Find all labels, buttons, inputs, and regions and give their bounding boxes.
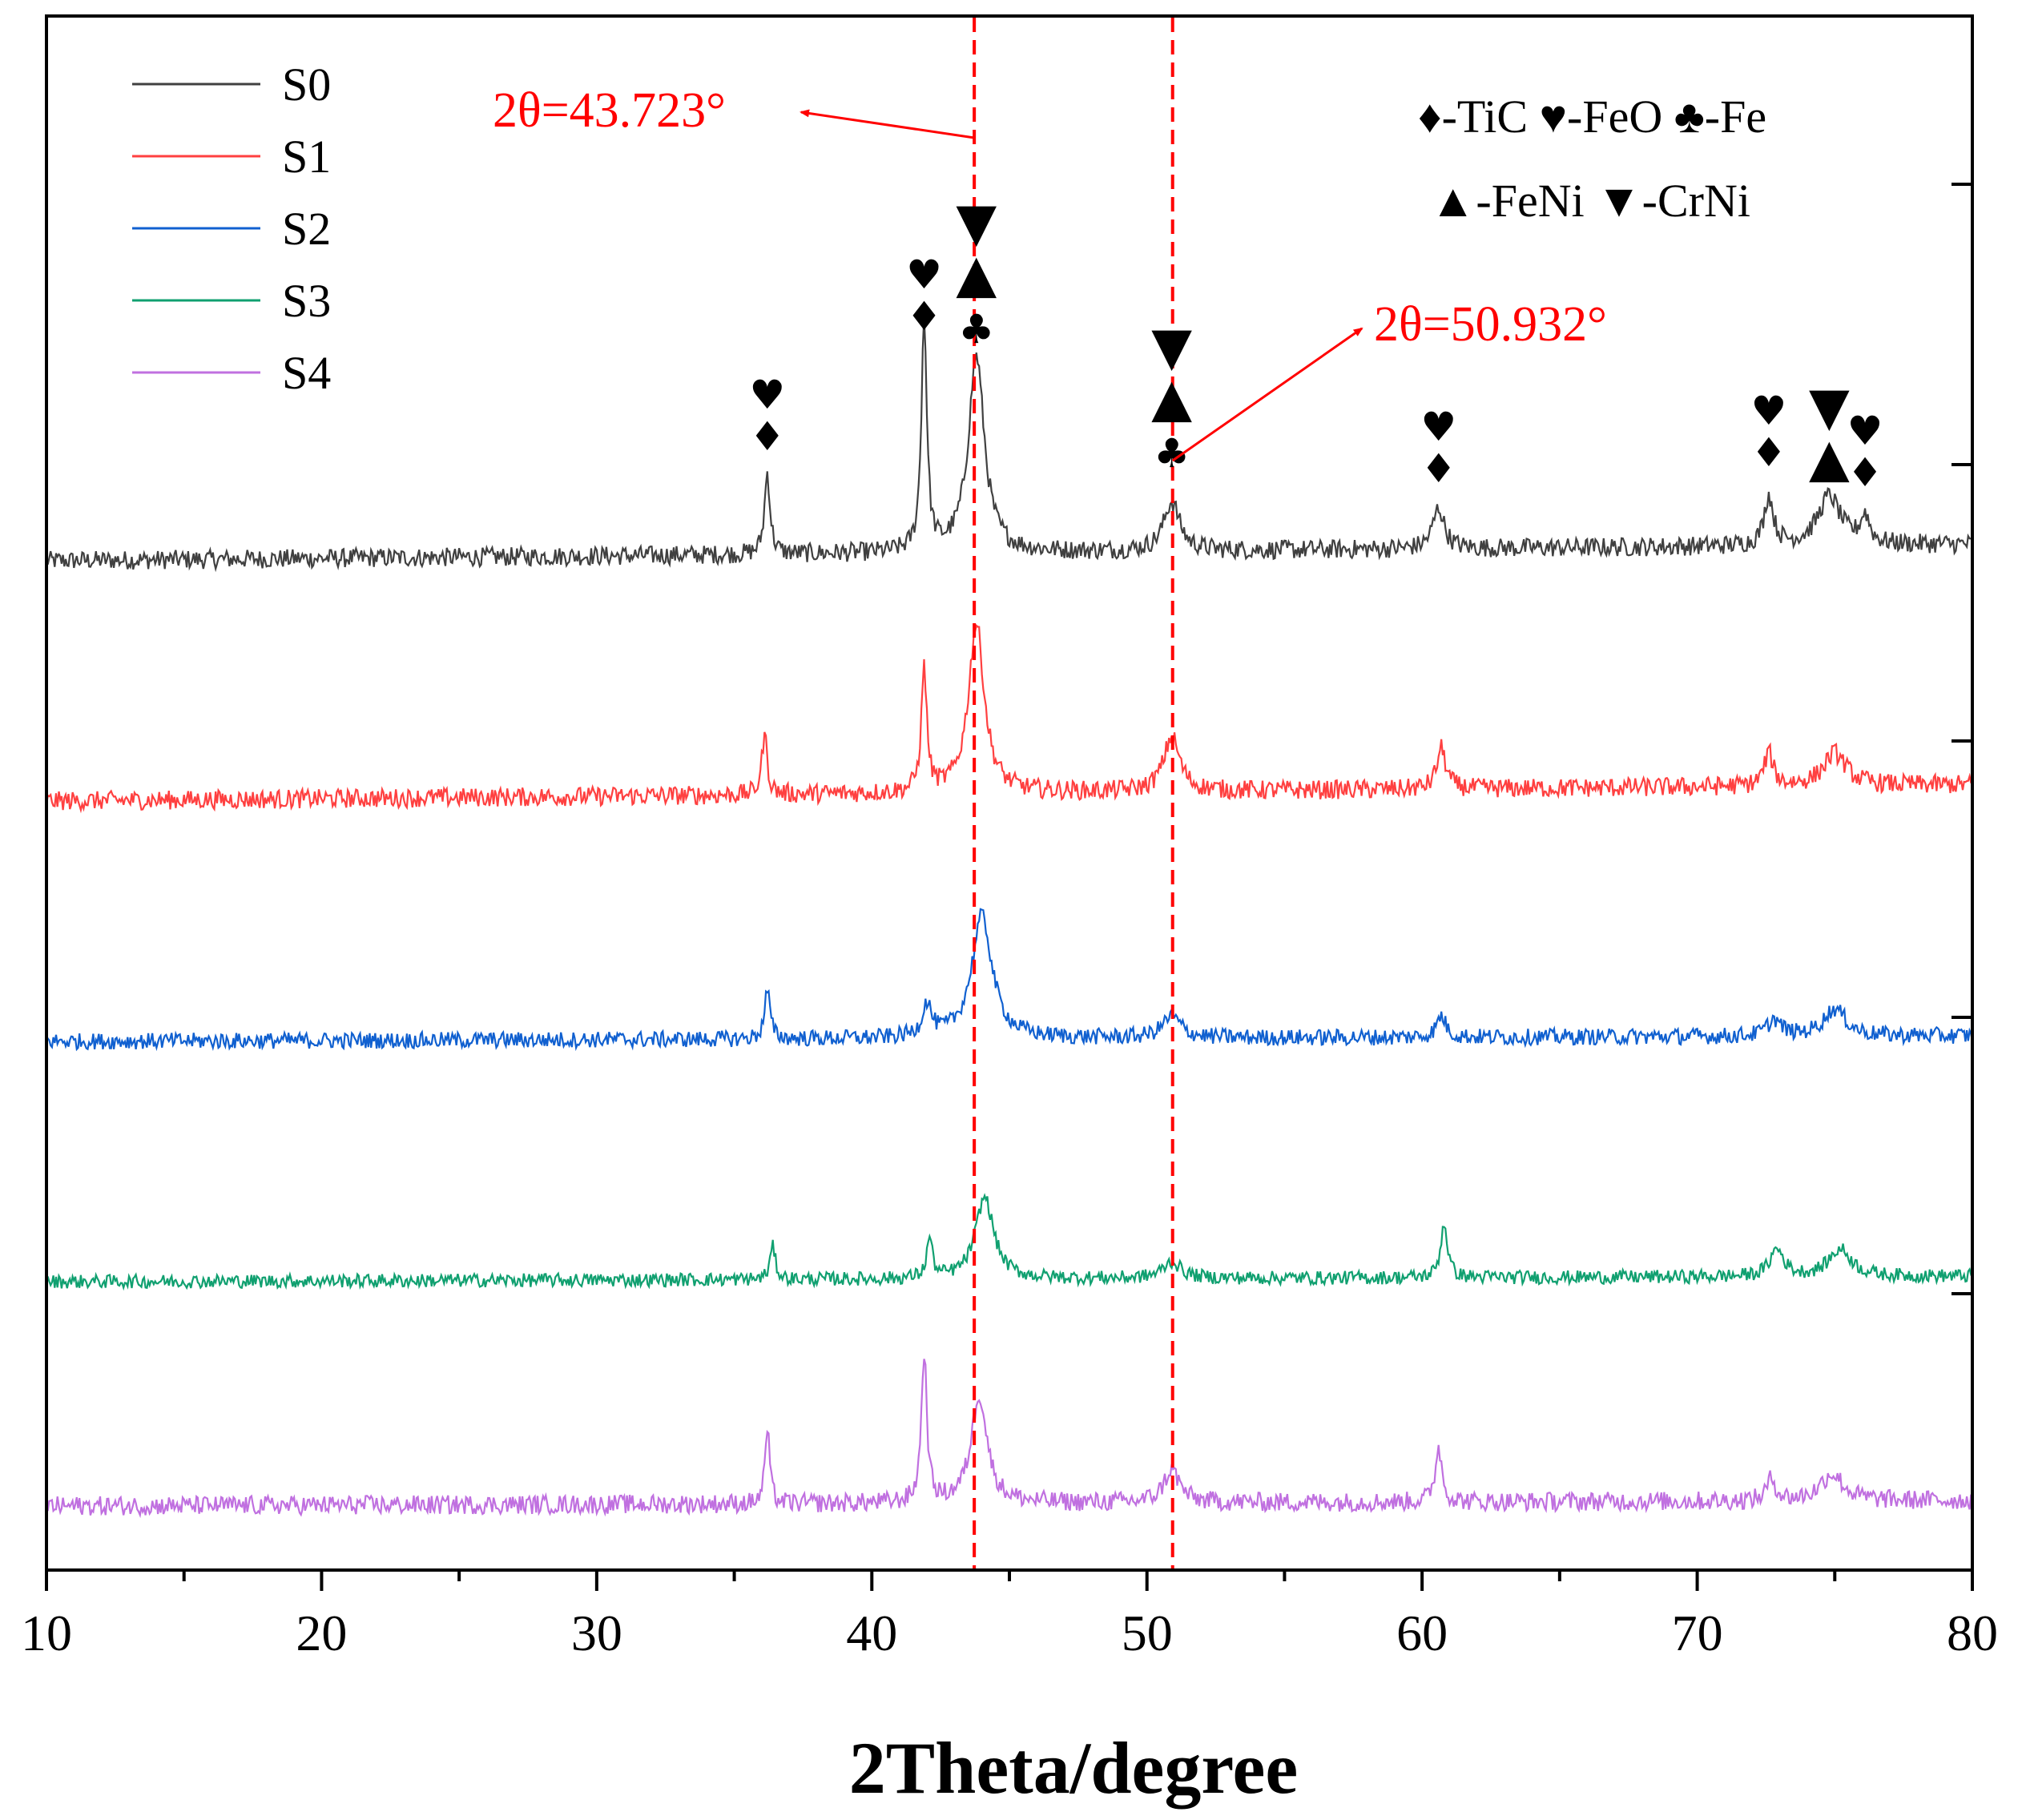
series-line-S0 — [45, 316, 1973, 573]
series-line-S3 — [45, 1193, 1973, 1291]
peak-symbol: ♥ — [1750, 388, 1786, 434]
peak-symbol: ♥ — [1847, 408, 1883, 454]
annotation-label-1: 2θ=43.723° — [493, 83, 726, 138]
annotations: 2θ=43.723° 2θ=50.932° — [493, 83, 1607, 462]
x-tick-label: 60 — [1396, 1605, 1448, 1661]
peak-symbol: ▲ — [1151, 367, 1192, 429]
peak-marker-6: ♥♦ — [1750, 388, 1786, 476]
peak-symbol: ♣ — [958, 306, 994, 352]
plot-frame — [45, 14, 1974, 1572]
annotation-arrow-2 — [1171, 327, 1363, 462]
axes: 10 20 30 40 50 60 70 80 — [21, 14, 1998, 1661]
peak-symbol: ♥ — [906, 252, 942, 298]
legend-item-S2: S2 — [132, 203, 331, 255]
x-tick-label: 10 — [21, 1605, 72, 1661]
legend-item-S1: S1 — [132, 131, 331, 183]
annotation-label-2: 2θ=50.932° — [1374, 297, 1607, 352]
phase-legend-row-1: ♦-TiC ♥-FeO ♣-Fe — [1418, 91, 1766, 143]
x-axis-title: 2Theta/degree — [849, 1727, 1298, 1809]
series-line-S2 — [46, 908, 1974, 1052]
x-tick-label: 30 — [571, 1605, 622, 1661]
peak-marker-2: ♥♦ — [906, 252, 942, 340]
peak-symbol: ♦ — [906, 293, 942, 340]
x-tick-label: 70 — [1672, 1605, 1723, 1661]
series-legend: S0 S1 S2 S3 S4 — [132, 58, 331, 399]
peak-symbol: ♥ — [1420, 404, 1456, 450]
peak-markers: ♥♦♥♦▼▲♣ ▼▲♣♥♦♥♦▼▲♥♦ — [749, 191, 1883, 496]
peak-symbol: ♦ — [1420, 445, 1456, 492]
peak-symbol: ♦ — [749, 413, 785, 460]
series-group — [45, 316, 1974, 1519]
reference-lines — [973, 18, 1174, 1570]
x-tick-label: 20 — [296, 1605, 347, 1661]
legend-item-S3: S3 — [132, 275, 331, 327]
series-line-S4 — [45, 1359, 1974, 1519]
peak-symbol: ▼ — [1809, 376, 1850, 437]
legend-label: S1 — [282, 131, 331, 183]
x-tick-label: 40 — [846, 1605, 897, 1661]
phase-legend-row-2: ▲-FeNi ▼-CrNi — [1430, 175, 1750, 227]
legend-label: S4 — [282, 347, 331, 399]
peak-symbol: ▼ — [1151, 316, 1192, 377]
peak-symbol: ♥ — [749, 372, 785, 418]
peak-marker-7: ▼▲ — [1809, 376, 1850, 489]
peak-symbol: ♦ — [1750, 429, 1786, 476]
peak-marker-1: ♥♦ — [749, 372, 785, 460]
legend-item-S0: S0 — [132, 58, 331, 111]
peak-symbol: ▲ — [1809, 427, 1850, 489]
phase-legend: ♦-TiC ♥-FeO ♣-Fe ▲-FeNi ▼-CrNi — [1418, 91, 1766, 227]
peak-marker-5: ♥♦ — [1420, 404, 1456, 492]
legend-label: S0 — [282, 58, 331, 111]
legend-label: S3 — [282, 275, 331, 327]
peak-symbol: ▲ — [956, 243, 997, 304]
peak-marker-8: ♥♦ — [1847, 408, 1883, 496]
series-line-S1 — [45, 624, 1973, 814]
peak-symbol: ▼ — [956, 191, 997, 253]
peak-symbol: ♦ — [1847, 449, 1883, 496]
peak-marker-3: ▼▲♣ — [956, 191, 997, 352]
x-tick-label: 80 — [1947, 1605, 1998, 1661]
legend-item-S4: S4 — [132, 347, 331, 399]
legend-label: S2 — [282, 203, 331, 255]
x-tick-label: 50 — [1122, 1605, 1173, 1661]
annotation-arrow-1 — [800, 109, 975, 139]
